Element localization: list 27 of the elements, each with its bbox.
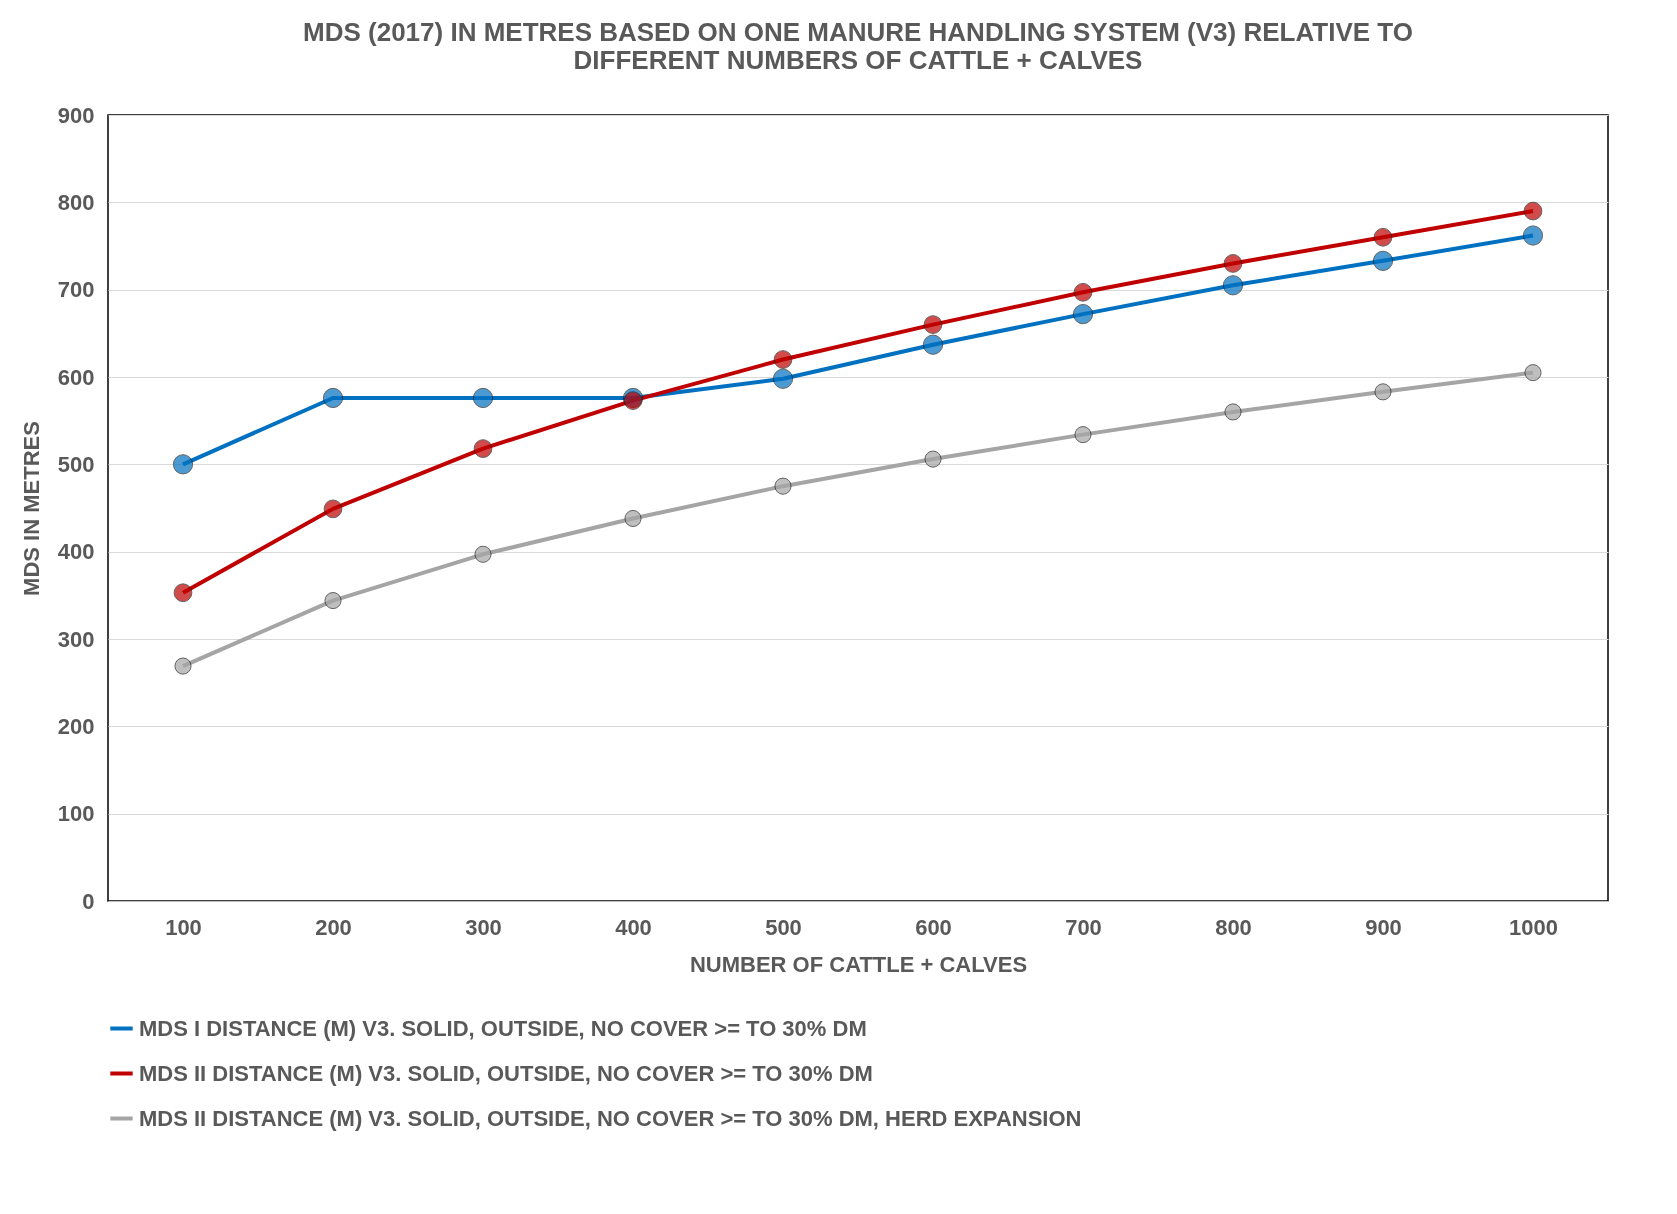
legend-label: MDS II DISTANCE (M) V3. SOLID, OUTSIDE, NO COVER >= TO 30% DM, HERD EXPANSION: [139, 1105, 1082, 1131]
y-tick-label: 100: [57, 801, 95, 827]
x-tick-label: 600: [915, 914, 952, 940]
y-tick-label: 900: [57, 102, 95, 128]
y-tick-label: 200: [57, 713, 95, 739]
y-tick-label: 700: [57, 277, 95, 303]
y-tick-label: 500: [57, 451, 95, 477]
text: MDS (2017) IN METRES BASED ON ONE MANURE HANDLING SYSTEM (V3) RELATIVE TO: [303, 17, 1413, 47]
x-tick-label: 200: [315, 914, 352, 940]
y-tick-label: 0: [82, 888, 95, 914]
y-axis-title: MDS IN METRES: [18, 421, 44, 596]
x-tick-label: 1000: [1509, 914, 1558, 940]
text: DIFFERENT NUMBERS OF CATTLE + CALVES: [573, 45, 1143, 75]
y-tick-label: 600: [57, 364, 95, 390]
y-tick-label: 400: [57, 539, 95, 565]
x-tick-label: 400: [615, 914, 652, 940]
y-tick-label: 800: [57, 189, 95, 215]
y-tick-label: 300: [57, 626, 95, 652]
x-tick-label: 700: [1065, 914, 1102, 940]
x-tick-label: 900: [1365, 914, 1402, 940]
x-axis-title: NUMBER OF CATTLE + CALVES: [689, 951, 1028, 977]
legend-label: MDS II DISTANCE (M) V3. SOLID, OUTSIDE, NO COVER >= TO 30% DM: [139, 1060, 873, 1086]
x-tick-label: 800: [1215, 914, 1252, 940]
legend-label: MDS I DISTANCE (M) V3. SOLID, OUTSIDE, NO COVER >= TO 30% DM: [139, 1015, 867, 1041]
x-tick-label: 500: [765, 914, 802, 940]
x-tick-label: 300: [465, 914, 502, 940]
x-tick-label: 100: [165, 914, 202, 940]
